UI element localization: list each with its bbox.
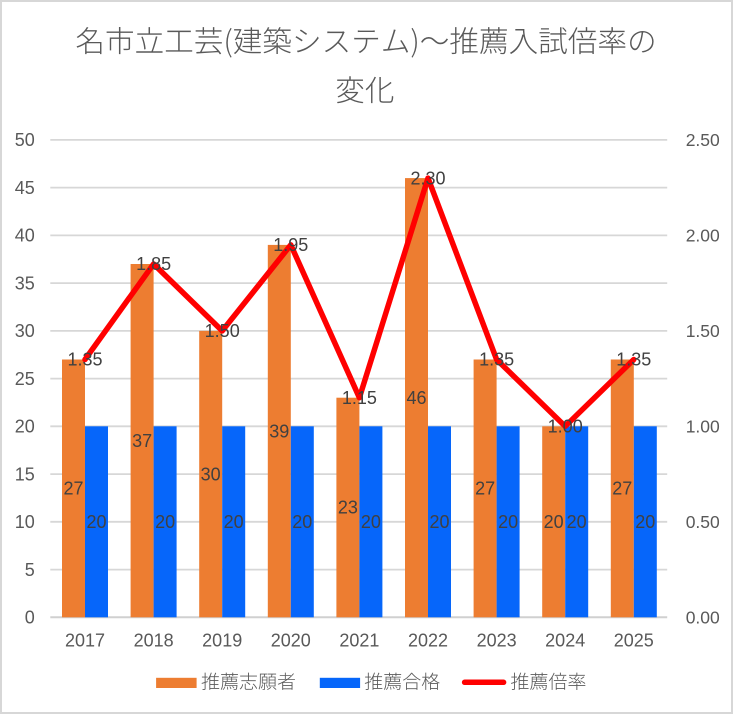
svg-text:1.35: 1.35	[616, 350, 651, 370]
svg-text:20: 20	[155, 512, 175, 532]
svg-text:2018: 2018	[134, 631, 174, 651]
svg-text:2.00: 2.00	[686, 225, 720, 245]
svg-text:20: 20	[15, 417, 35, 437]
svg-text:1.50: 1.50	[686, 321, 720, 341]
svg-text:23: 23	[338, 498, 358, 518]
svg-text:1.95: 1.95	[273, 235, 308, 255]
svg-text:0: 0	[25, 608, 35, 628]
svg-text:1.00: 1.00	[548, 417, 583, 437]
svg-text:27: 27	[612, 479, 632, 499]
svg-text:20: 20	[498, 512, 518, 532]
svg-text:2020: 2020	[271, 631, 311, 651]
svg-text:50: 50	[15, 130, 35, 150]
svg-text:2025: 2025	[614, 631, 654, 651]
svg-text:20: 20	[429, 512, 449, 532]
svg-text:20: 20	[224, 512, 244, 532]
svg-text:10: 10	[15, 512, 35, 532]
svg-text:20: 20	[361, 512, 381, 532]
svg-text:37: 37	[132, 431, 152, 451]
svg-text:20: 20	[567, 512, 587, 532]
svg-text:1.85: 1.85	[136, 254, 171, 274]
svg-text:20: 20	[635, 512, 655, 532]
svg-text:30: 30	[15, 321, 35, 341]
svg-text:1.35: 1.35	[67, 350, 102, 370]
svg-text:0.50: 0.50	[686, 512, 720, 532]
svg-text:30: 30	[201, 464, 221, 484]
svg-text:0.00: 0.00	[686, 607, 720, 627]
svg-text:2.50: 2.50	[686, 130, 720, 150]
svg-text:39: 39	[269, 421, 289, 441]
svg-text:20: 20	[86, 512, 106, 532]
svg-text:35: 35	[15, 273, 35, 293]
svg-text:25: 25	[15, 369, 35, 389]
svg-text:27: 27	[63, 479, 83, 499]
svg-text:5: 5	[25, 560, 35, 580]
svg-text:45: 45	[15, 178, 35, 198]
svg-text:20: 20	[544, 512, 564, 532]
svg-text:1.00: 1.00	[686, 416, 720, 436]
svg-text:1.15: 1.15	[342, 388, 377, 408]
svg-text:1.35: 1.35	[479, 350, 514, 370]
svg-text:2022: 2022	[408, 631, 448, 651]
svg-text:2.30: 2.30	[410, 168, 445, 188]
svg-text:2021: 2021	[339, 631, 379, 651]
svg-text:2017: 2017	[65, 631, 105, 651]
svg-text:27: 27	[475, 479, 495, 499]
svg-text:15: 15	[15, 464, 35, 484]
svg-text:46: 46	[406, 388, 426, 408]
svg-text:40: 40	[15, 226, 35, 246]
svg-text:2019: 2019	[202, 631, 242, 651]
svg-text:20: 20	[292, 512, 312, 532]
svg-text:2023: 2023	[477, 631, 517, 651]
svg-text:1.50: 1.50	[205, 321, 240, 341]
svg-text:2024: 2024	[545, 631, 585, 651]
